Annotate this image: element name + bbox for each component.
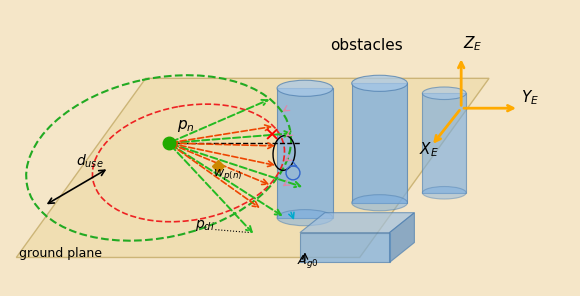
Text: obstacles: obstacles — [330, 38, 403, 54]
Polygon shape — [16, 78, 489, 258]
Text: ✕: ✕ — [264, 127, 280, 146]
Polygon shape — [390, 213, 414, 263]
Ellipse shape — [351, 195, 407, 211]
Polygon shape — [351, 83, 407, 203]
Text: $w_{p(n)}$: $w_{p(n)}$ — [213, 167, 243, 182]
Ellipse shape — [277, 210, 333, 226]
Text: $Y_E$: $Y_E$ — [521, 88, 539, 107]
Ellipse shape — [422, 87, 466, 99]
Ellipse shape — [277, 80, 333, 96]
Polygon shape — [422, 93, 466, 193]
Text: $d_{use}$: $d_{use}$ — [76, 153, 104, 170]
Text: $p_{di}$: $p_{di}$ — [195, 218, 215, 233]
Ellipse shape — [422, 186, 466, 199]
Text: $p_n$: $p_n$ — [176, 118, 194, 134]
Text: $A_{g0}$: $A_{g0}$ — [297, 252, 319, 270]
Text: $Z_E$: $Z_E$ — [463, 34, 483, 53]
Polygon shape — [300, 233, 390, 263]
Text: ground plane: ground plane — [19, 247, 102, 260]
Text: $X_E$: $X_E$ — [419, 140, 439, 159]
Polygon shape — [300, 213, 414, 233]
Polygon shape — [277, 88, 333, 218]
Ellipse shape — [351, 75, 407, 91]
